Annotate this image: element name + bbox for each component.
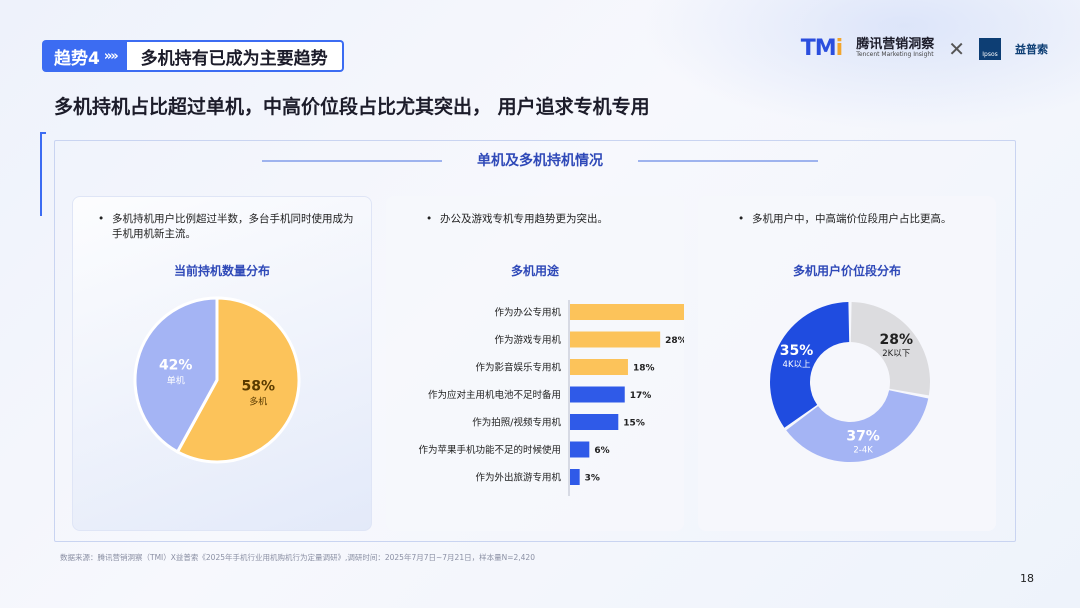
section-divider-left	[262, 160, 442, 162]
tmi-wordmark: 腾讯营销洞察 Tencent Marketing Insight	[856, 37, 935, 59]
page-headline: 多机持机占比超过单机，中高价位段占比尤其突出， 用户追求专机专用	[54, 96, 650, 118]
tmi-logo-text: TM	[800, 36, 837, 61]
donut-value-label: 28%	[879, 332, 913, 348]
pie-category-label: 单机	[167, 374, 185, 386]
chart-title: 多机用户价位段分布	[792, 264, 901, 278]
logo-bar: TMi 腾讯营销洞察 Tencent Marketing Insight ✕ I…	[801, 36, 1048, 61]
donut-slice	[850, 302, 930, 396]
bar-value-label: 6%	[594, 446, 609, 456]
bar-category-label: 作为应对主用机电池不足时备用	[428, 389, 561, 401]
bar	[570, 386, 625, 403]
frame-accent	[40, 132, 46, 216]
bar	[570, 304, 684, 320]
bar-value-label: 18%	[633, 364, 655, 374]
panel-usage	[386, 196, 684, 531]
donut-value-label: 35%	[780, 343, 814, 359]
bar-value-label: 28%	[665, 336, 684, 346]
donut-slice	[786, 390, 929, 462]
donut-category-label: 2-4K	[853, 446, 873, 456]
bar-category-label: 作为苹果手机功能不足的时候使用	[418, 444, 561, 456]
bar	[570, 331, 661, 348]
bar	[570, 359, 628, 375]
pie-value-label: 58%	[242, 379, 276, 395]
ipsos-name: 益普索	[1015, 42, 1048, 56]
background-decoration	[640, 0, 1080, 130]
bar-category-label: 作为游戏专用机	[494, 334, 561, 346]
tmi-logo-i: i	[835, 36, 843, 61]
tmi-logo: TMi	[800, 36, 843, 61]
bar	[570, 441, 590, 458]
data-source-footer: 数据来源：腾讯营销洞察（TMI）X益普索《2025年手机行业用机购机行为定量调研…	[60, 553, 535, 562]
donut-slice	[770, 302, 850, 428]
bar-category-label: 作为办公专用机	[494, 307, 561, 319]
pie-chart-holding-count: 58%多机 42%单机	[133, 296, 301, 464]
panel-note: 多机持机用户比例超过半数，多台手机同时使用成为手机用机新主流。	[98, 212, 358, 242]
section-title: 单机及多机持机情况	[477, 153, 603, 169]
bar-value-label: 3%	[585, 474, 600, 484]
panel-note: 办公及游戏专机专用趋势更为突出。	[426, 212, 670, 227]
section-divider-right	[638, 160, 818, 162]
pie-category-label: 多机	[249, 396, 267, 408]
pie-slice-single	[133, 296, 219, 454]
donut-value-label: 37%	[846, 429, 880, 445]
bar-category-label: 作为外出旅游专用机	[475, 472, 561, 484]
tmi-name-en: Tencent Marketing Insight	[856, 51, 934, 59]
tmi-name-cn: 腾讯营销洞察	[856, 37, 935, 53]
chart-title: 多机用途	[510, 264, 559, 278]
bar-category-label: 作为拍照/视频专用机	[472, 417, 561, 429]
trend-title: 多机持有已成为主要趋势	[126, 40, 344, 72]
donut-chart-price-tier: 28%2K以下 37%2-4K 35%4K以上	[770, 302, 930, 462]
trend-tag: 趋势4 »» 多机持有已成为主要趋势	[42, 40, 344, 72]
ipsos-logo: Ipsos	[979, 37, 1001, 60]
bar	[570, 469, 580, 485]
page-number: 18	[1020, 572, 1034, 585]
bar-value-label: 15%	[623, 419, 645, 429]
trend-number: 趋势4	[54, 48, 100, 69]
pie-slice-multi	[175, 296, 301, 464]
bar	[570, 414, 619, 430]
pie-value-label: 42%	[159, 357, 193, 373]
donut-category-label: 4K以上	[783, 360, 811, 370]
bar-value-label: 17%	[630, 391, 652, 401]
panel-note: 多机用户中，中高端价位段用户占比更高。	[738, 212, 982, 227]
bar-category-label: 作为影音娱乐专用机	[475, 362, 561, 374]
chart-title: 当前持机数量分布	[173, 264, 270, 278]
donut-category-label: 2K以下	[882, 349, 910, 359]
content-frame	[54, 140, 1016, 542]
cross-icon: ✕	[948, 36, 965, 61]
double-chevron-icon: »»	[103, 48, 119, 64]
panel-price-tier	[698, 196, 996, 531]
trend-number-badge: 趋势4 »»	[42, 40, 127, 72]
bar-chart-usage: 作为办公专用机41%作为游戏专用机28%作为影音娱乐专用机18%作为应对主用机电…	[418, 300, 684, 496]
